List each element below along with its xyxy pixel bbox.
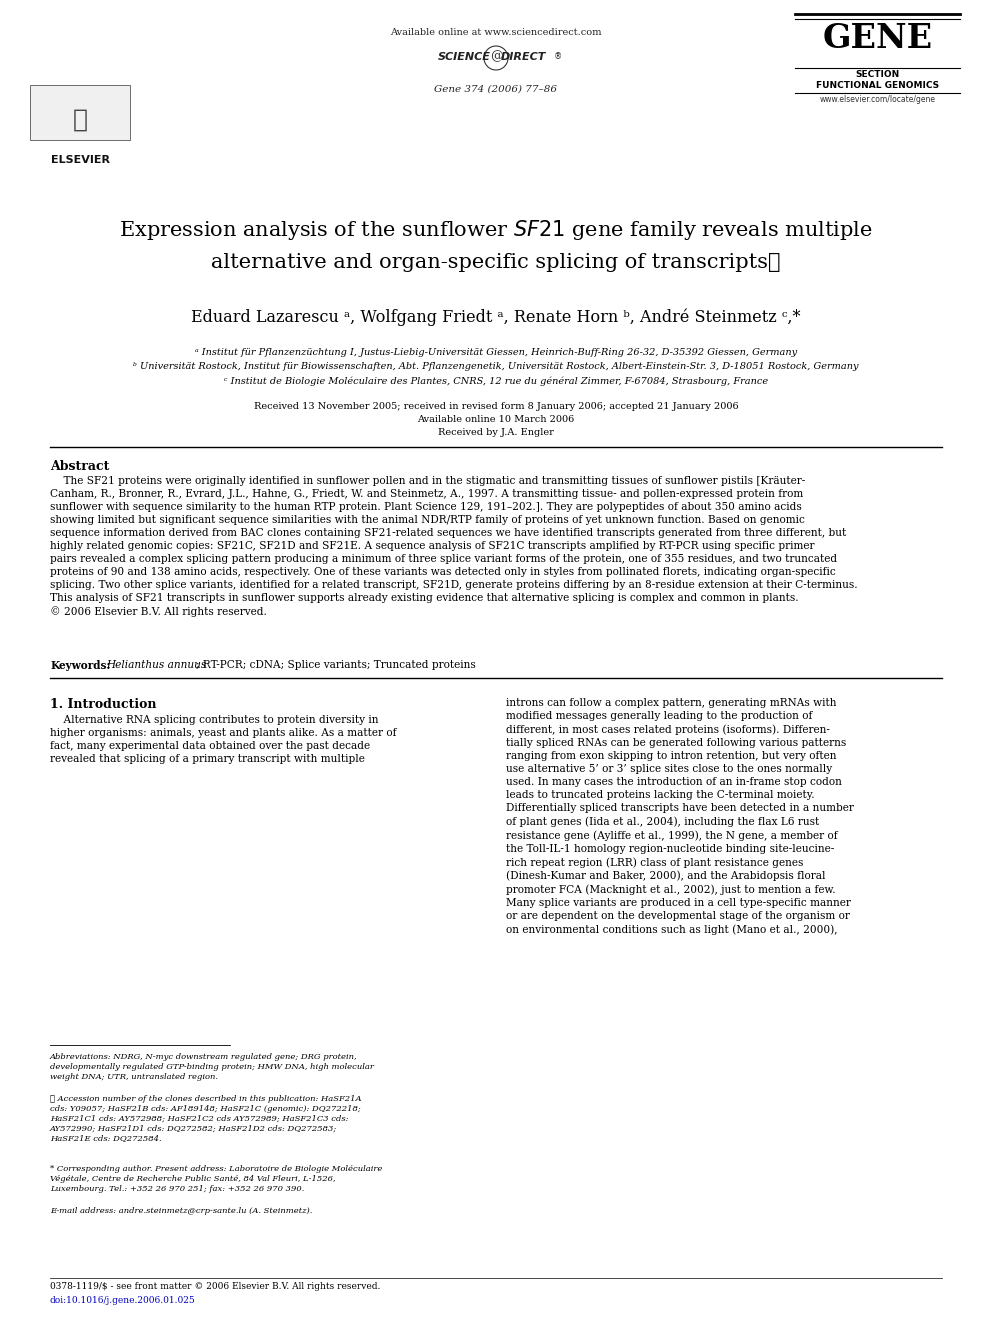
Text: www.elsevier.com/locate/gene: www.elsevier.com/locate/gene [819, 95, 935, 105]
Text: Available online at www.sciencedirect.com: Available online at www.sciencedirect.co… [390, 28, 602, 37]
Text: 0378-1119/$ - see front matter © 2006 Elsevier B.V. All rights reserved.: 0378-1119/$ - see front matter © 2006 El… [50, 1282, 380, 1291]
Text: Received by J.A. Engler: Received by J.A. Engler [438, 429, 554, 437]
Text: Abstract: Abstract [50, 460, 109, 474]
Text: GENE: GENE [822, 22, 932, 56]
Text: ᶜ Institut de Biologie Moléculaire des Plantes, CNRS, 12 rue du général Zimmer, : ᶜ Institut de Biologie Moléculaire des P… [224, 376, 768, 385]
Text: Gene 374 (2006) 77–86: Gene 374 (2006) 77–86 [434, 85, 558, 94]
Text: Alternative RNA splicing contributes to protein diversity in
higher organisms: a: Alternative RNA splicing contributes to … [50, 714, 397, 765]
Text: introns can follow a complex pattern, generating mRNAs with
modified messages ge: introns can follow a complex pattern, ge… [506, 699, 854, 935]
Text: SCIENCE: SCIENCE [438, 52, 491, 62]
Text: doi:10.1016/j.gene.2006.01.025: doi:10.1016/j.gene.2006.01.025 [50, 1297, 195, 1304]
Text: ᵃ Institut für Pflanzenzüchtung I, Justus-Liebig-Universität Giessen, Heinrich-B: ᵃ Institut für Pflanzenzüchtung I, Justu… [195, 348, 797, 357]
Text: FUNCTIONAL GENOMICS: FUNCTIONAL GENOMICS [816, 81, 939, 90]
Text: ☆ Accession number of the clones described in this publication: HaSF21A
cds: Y09: ☆ Accession number of the clones describ… [50, 1095, 361, 1142]
Text: SECTION: SECTION [855, 70, 900, 79]
Text: Keywords:: Keywords: [50, 660, 110, 671]
Text: ; RT-PCR; cDNA; Splice variants; Truncated proteins: ; RT-PCR; cDNA; Splice variants; Truncat… [196, 660, 476, 669]
Text: 1. Introduction: 1. Introduction [50, 699, 157, 710]
Text: Expression analysis of the sunflower $\mathit{SF21}$ gene family reveals multipl: Expression analysis of the sunflower $\m… [119, 218, 873, 242]
Text: alternative and organ-specific splicing of transcripts☆: alternative and organ-specific splicing … [211, 253, 781, 273]
Bar [30, 85, 130, 140]
Text: ®: ® [554, 52, 562, 61]
Text: Received 13 November 2005; received in revised form 8 January 2006; accepted 21 : Received 13 November 2005; received in r… [254, 402, 738, 411]
Text: E-mail address: andre.steinmetz@crp-sante.lu (A. Steinmetz).: E-mail address: andre.steinmetz@crp-sant… [50, 1207, 312, 1215]
Text: Helianthus annuus: Helianthus annuus [106, 660, 206, 669]
Text: 🌿: 🌿 [72, 108, 87, 132]
Text: The SF21 proteins were originally identified in sunflower pollen and in the stig: The SF21 proteins were originally identi… [50, 476, 858, 618]
Text: ᵇ Universität Rostock, Institut für Biowissenschaften, Abt. Pflanzengenetik, Uni: ᵇ Universität Rostock, Institut für Biow… [133, 363, 859, 370]
Text: * Corresponding author. Present address: Laboratoire de Biologie Moléculaire
Vég: * Corresponding author. Present address:… [50, 1166, 382, 1192]
Text: Abbreviations: NDRG, N-myc downstream regulated gene; DRG protein,
developmental: Abbreviations: NDRG, N-myc downstream re… [50, 1053, 374, 1081]
Text: @: @ [490, 50, 502, 64]
Text: Available online 10 March 2006: Available online 10 March 2006 [418, 415, 574, 423]
Text: Eduard Lazarescu ᵃ, Wolfgang Friedt ᵃ, Renate Horn ᵇ, André Steinmetz ᶜ,*: Eduard Lazarescu ᵃ, Wolfgang Friedt ᵃ, R… [191, 308, 801, 325]
Text: DIRECT: DIRECT [501, 52, 547, 62]
Text: ELSEVIER: ELSEVIER [51, 155, 109, 165]
